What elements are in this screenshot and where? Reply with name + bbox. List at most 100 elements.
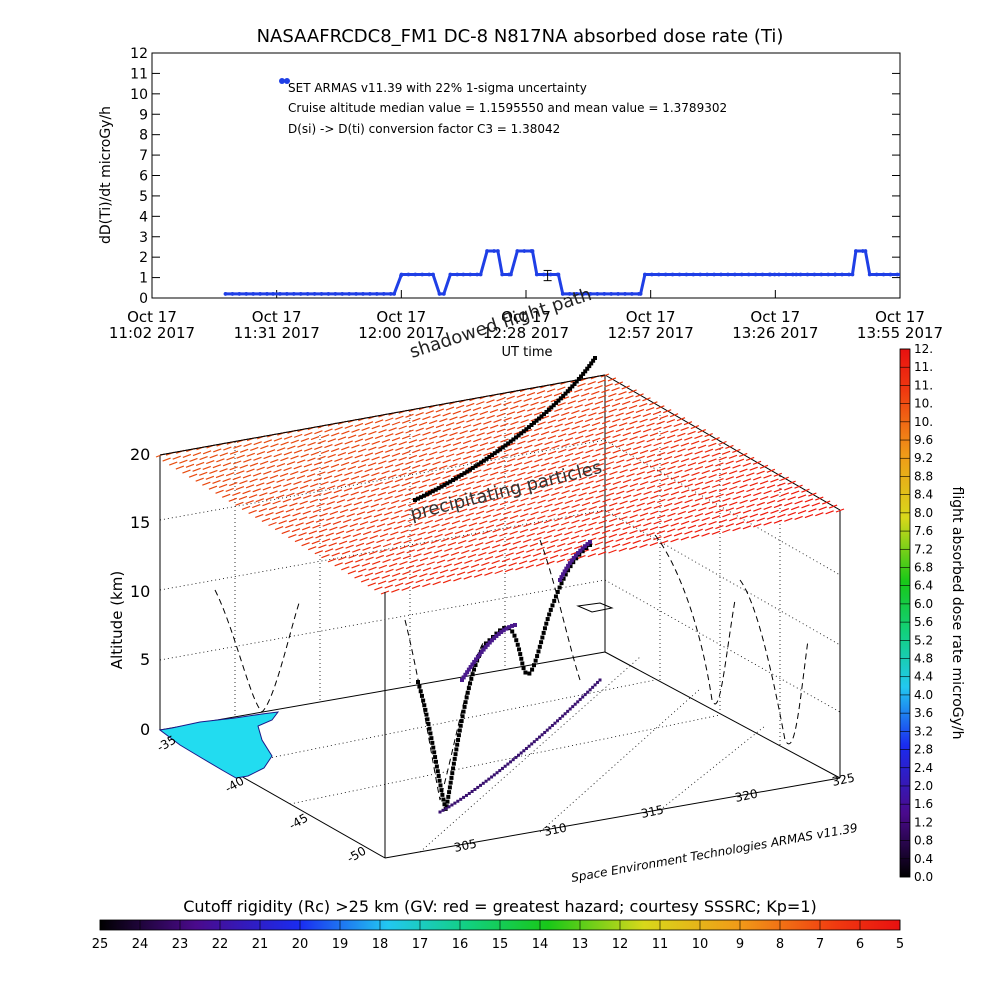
series-point xyxy=(500,272,505,277)
field-dash xyxy=(507,458,516,463)
field-dash xyxy=(341,566,350,571)
field-dash xyxy=(256,466,265,471)
field-dash xyxy=(457,555,466,560)
field-dash xyxy=(691,503,700,508)
field-dash xyxy=(308,530,318,535)
field-dash xyxy=(523,507,533,512)
field-dash xyxy=(650,510,659,515)
field-dash xyxy=(560,552,569,558)
field-dash xyxy=(646,453,656,458)
field-dash xyxy=(756,501,765,506)
field-dash xyxy=(437,543,446,548)
field-dash xyxy=(449,447,458,452)
field-dash xyxy=(382,558,391,563)
field-dash xyxy=(643,444,652,449)
flight-path-3d: 0 5 10 15 20 Altitude (km) -35 -40 -45 -… xyxy=(108,284,859,885)
field-dash xyxy=(371,440,380,445)
field-dash xyxy=(732,480,741,485)
track-point xyxy=(588,540,592,544)
track-point xyxy=(462,704,467,709)
track-point xyxy=(423,707,428,712)
field-dash xyxy=(578,476,587,481)
y-tick-label: 3 xyxy=(139,230,148,246)
field-dash xyxy=(450,551,460,556)
field-dash xyxy=(763,490,772,495)
series-point xyxy=(712,272,716,277)
field-dash xyxy=(343,503,352,508)
field-dash xyxy=(342,518,352,524)
field-dash xyxy=(570,394,580,399)
series-point xyxy=(684,272,689,277)
field-dash xyxy=(472,485,482,490)
field-dash xyxy=(347,570,357,575)
field-dash xyxy=(592,484,601,489)
field-dash xyxy=(595,431,604,436)
field-dash xyxy=(611,387,620,392)
field-dash xyxy=(732,511,741,516)
field-dash xyxy=(460,565,469,570)
field-dash xyxy=(432,476,441,481)
field-dash xyxy=(185,463,195,468)
track-point xyxy=(450,803,454,807)
field-dash xyxy=(601,529,611,534)
field-dash xyxy=(259,476,268,481)
field-dash xyxy=(626,488,635,493)
field-dash xyxy=(448,494,458,499)
field-dash xyxy=(646,469,656,474)
field-dash xyxy=(721,450,731,455)
x-tick-label: 13:26 2017 xyxy=(732,324,818,342)
field-dash xyxy=(209,469,218,475)
field-dash xyxy=(459,445,468,450)
track-point xyxy=(445,481,450,486)
field-dash xyxy=(581,423,591,428)
field-dash xyxy=(417,531,426,536)
field-dash xyxy=(256,450,266,456)
field-dash xyxy=(534,427,543,432)
field-dash xyxy=(483,467,492,472)
field-dash xyxy=(585,449,594,454)
field-dash xyxy=(486,461,496,466)
field-dash xyxy=(263,470,272,475)
field-dash xyxy=(530,401,539,406)
field-dash xyxy=(294,538,304,543)
field-dash xyxy=(585,496,594,501)
field-dash xyxy=(484,556,494,561)
field-dash xyxy=(219,468,228,473)
field-dash xyxy=(202,450,212,455)
field-dash xyxy=(293,449,303,454)
field-dash xyxy=(182,469,191,474)
field-dash xyxy=(391,499,400,504)
field-dash xyxy=(715,462,724,467)
field-dash xyxy=(441,537,450,542)
field-dash xyxy=(438,496,448,501)
colorbar-tick-label: 10 xyxy=(692,937,709,952)
field-dash xyxy=(568,462,577,467)
field-dash xyxy=(428,482,438,487)
field-dash xyxy=(449,431,458,437)
field-dash xyxy=(753,523,762,528)
track-point xyxy=(442,802,447,807)
field-dash xyxy=(334,426,343,431)
x-tick-label: Oct 17 xyxy=(127,308,177,326)
field-dash xyxy=(602,498,611,503)
colorbar-ticks: 0.00.40.81.21.62.02.42.83.23.64.04.44.85… xyxy=(900,342,933,884)
field-dash xyxy=(763,505,772,510)
field-dash xyxy=(352,548,361,553)
field-dash xyxy=(325,532,334,537)
field-dash xyxy=(513,509,522,514)
track-point xyxy=(538,735,542,739)
field-dash xyxy=(763,521,772,526)
field-dash xyxy=(484,571,493,576)
field-dash xyxy=(456,435,465,441)
x-tick-label: Oct 17 xyxy=(501,308,551,326)
field-dash xyxy=(401,482,410,487)
track-point xyxy=(543,730,547,734)
field-dash xyxy=(443,563,452,568)
field-dash xyxy=(815,496,824,501)
track-point xyxy=(583,544,588,549)
field-dash xyxy=(420,541,429,546)
field-dash xyxy=(615,443,625,448)
field-dash xyxy=(418,484,427,489)
field-dash xyxy=(626,520,635,525)
track-point xyxy=(550,603,555,608)
